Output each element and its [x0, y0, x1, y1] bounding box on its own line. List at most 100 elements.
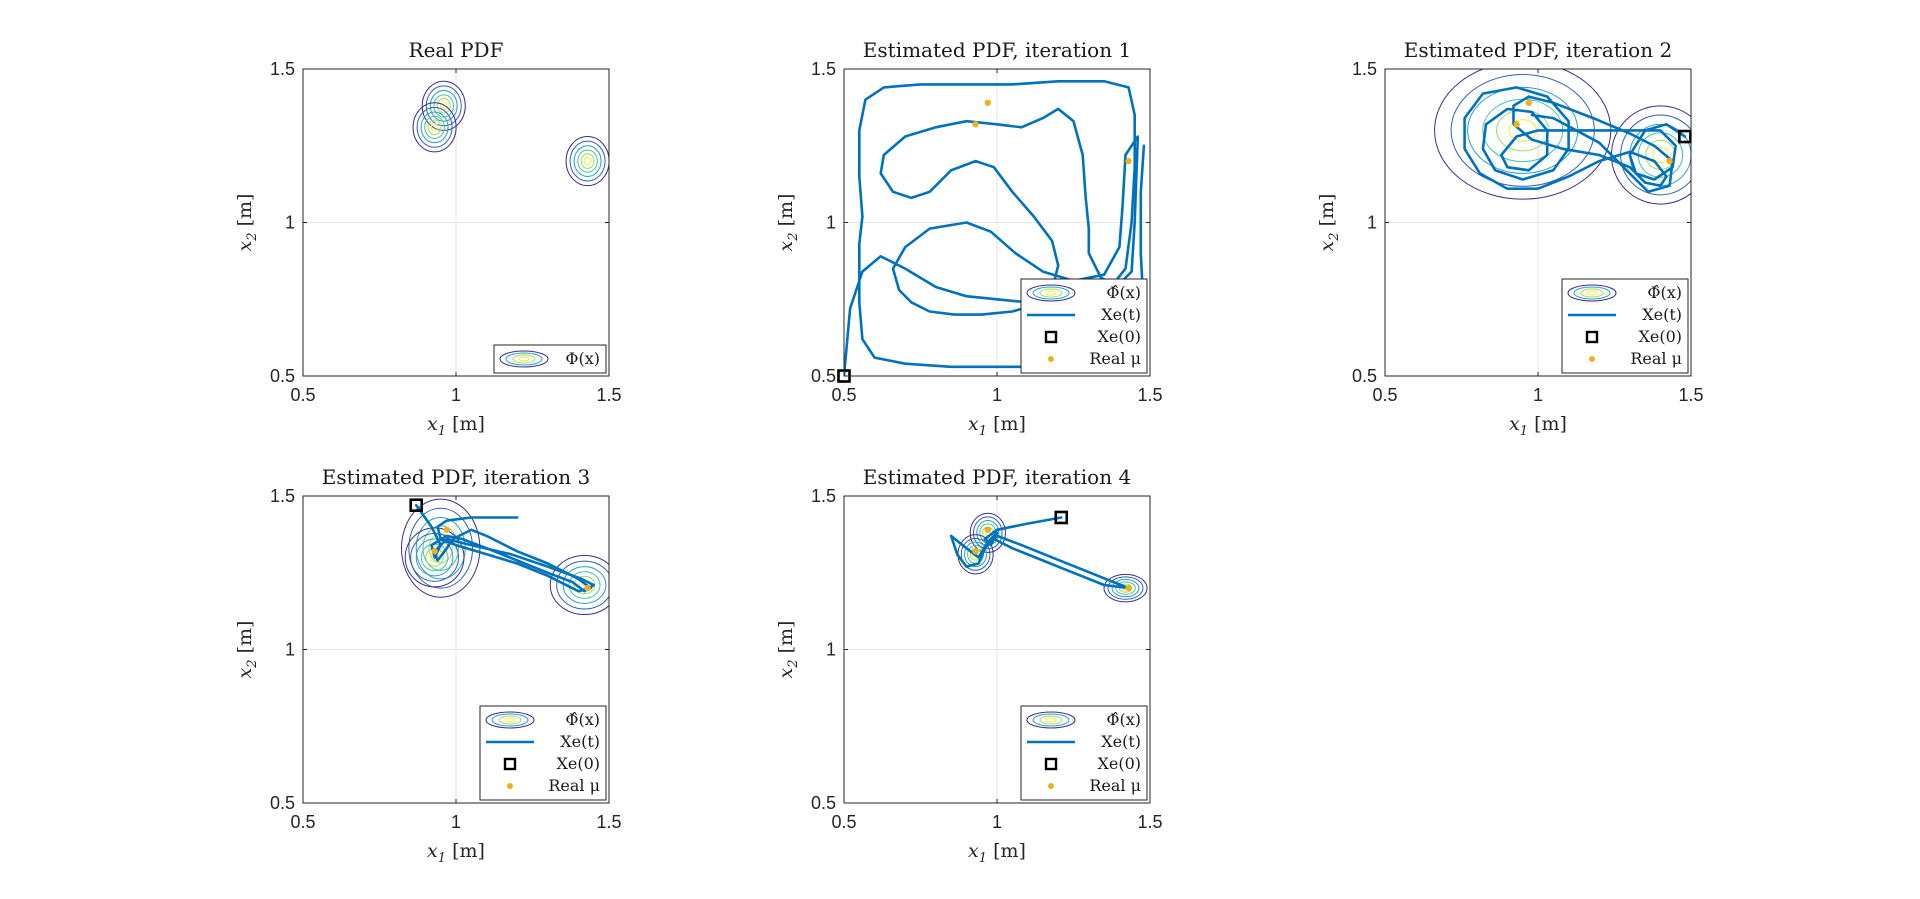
x-tick-label: 1.5 [596, 385, 621, 405]
x-tick-label: 1 [451, 385, 461, 405]
x-tick-label: 0.5 [290, 385, 315, 405]
panel-title: Estimated PDF, iteration 2 [1404, 38, 1672, 62]
contour-level [428, 533, 453, 564]
contour-level [583, 156, 592, 166]
real-mu-point [984, 526, 992, 533]
legend-contour-icon [1045, 717, 1057, 723]
x-axis-label: x1 [m] [968, 413, 1026, 439]
legend-label: Xe(0) [1638, 327, 1682, 346]
contour-level [429, 89, 458, 122]
legend-dot-icon [1589, 356, 1595, 362]
x-axis-label: x1 [m] [427, 840, 485, 866]
contour-level [580, 153, 595, 169]
contour-level [569, 140, 606, 182]
real-mu-point [1666, 157, 1673, 165]
y-tick-label: 0.5 [811, 366, 836, 386]
legend-label: Xe(0) [1097, 754, 1141, 773]
legend-contour-icon [499, 350, 549, 368]
trajectory-line [949, 516, 1130, 590]
legend-contour-icon [498, 715, 522, 725]
x-tick-label: 1 [992, 385, 1002, 405]
legend-label: Xe(t) [1642, 305, 1682, 324]
contour-gaussian-2 [412, 102, 457, 153]
y-tick-label: 1 [285, 213, 295, 233]
panel-3: 0.50.5 1 1 1.5 1.5 Estimated PDF, iteration 2… [1316, 38, 1704, 439]
legend-square-icon [1044, 757, 1058, 771]
legend-contour-icon [1573, 286, 1611, 300]
y-tick-label: 0.5 [811, 793, 836, 813]
legend-label: Φ(x) [565, 349, 600, 368]
trajectory-line [844, 80, 1146, 376]
contour-level [562, 566, 607, 604]
legend-label: Xe(0) [556, 754, 600, 773]
x-tick-label: 0.5 [1372, 385, 1397, 405]
real-mu-point [1125, 584, 1132, 592]
x-tick-label: 0.5 [831, 812, 856, 832]
legend-contour-icon [485, 711, 535, 729]
legend-label: Φ̂(x) [1106, 283, 1141, 302]
real-mu-point [1513, 121, 1520, 128]
legend-box [1020, 278, 1148, 374]
y-tick-label: 1 [285, 640, 295, 660]
contour-level [1107, 576, 1144, 600]
legend-label: Real μ [1089, 349, 1141, 368]
plot-area [412, 80, 609, 187]
contour-gaussian-3 [565, 136, 609, 187]
plot-area [401, 498, 609, 615]
contour-level [573, 145, 602, 177]
legend-contour-icon [1567, 284, 1617, 302]
legend-dot-icon [507, 783, 513, 789]
legend-label: Real μ [548, 776, 600, 795]
contour-level [577, 149, 598, 173]
x-tick-label: 0.5 [831, 385, 856, 405]
contour-level [565, 136, 609, 187]
x-axis-label: x1 [m] [1509, 413, 1567, 439]
legend-contour-icon [505, 352, 543, 366]
legend-label: Real μ [1089, 776, 1141, 795]
contour-gaussian-1 [421, 80, 466, 131]
legend-contour-icon [1039, 288, 1063, 298]
legend: Φ̂(x) Xe(t) Xe(0) Real μ [1020, 705, 1148, 801]
y-tick-label: 1 [826, 640, 836, 660]
panel-4: 0.50.5 1 1 1.5 1.5 Estimated PDF, iteration 3… [234, 465, 622, 866]
legend-label: Φ̂(x) [1647, 283, 1682, 302]
trajectory-line [1463, 86, 1687, 194]
legend-contour-icon [512, 354, 536, 364]
contour-level [549, 555, 609, 615]
legend-label: Real μ [1630, 349, 1682, 368]
real-mu-point [972, 121, 979, 128]
legend-box [1561, 278, 1689, 374]
legend-contour-icon [1039, 715, 1063, 725]
legend: Φ(x) [493, 344, 607, 374]
y-axis-label: x2 [m] [775, 621, 801, 679]
contour-level [430, 122, 439, 132]
legend-contour-icon [504, 717, 516, 723]
x-tick-label: 1 [1533, 385, 1543, 405]
contour-level [416, 106, 453, 148]
contour-level [415, 538, 454, 577]
real-mu-point [984, 99, 992, 106]
y-tick-label: 1.5 [811, 59, 836, 79]
panel-title: Estimated PDF, iteration 4 [863, 465, 1131, 489]
contour-level [1103, 573, 1148, 603]
x-tick-label: 1.5 [596, 812, 621, 832]
real-mu-point [1525, 99, 1533, 106]
legend: Φ̂(x) Xe(t) Xe(0) Real μ [479, 705, 607, 801]
y-tick-label: 1.5 [270, 486, 295, 506]
legend: Φ̂(x) Xe(t) Xe(0) Real μ [1020, 278, 1148, 374]
y-axis-label: x2 [m] [775, 194, 801, 252]
legend-square-icon [503, 757, 517, 771]
y-tick-label: 1 [1367, 213, 1377, 233]
legend-contour-icon [1032, 713, 1070, 727]
x-tick-label: 1 [992, 812, 1002, 832]
x-tick-label: 1 [451, 812, 461, 832]
panel-5: 0.50.5 1 1 1.5 1.5 Estimated PDF, iteration 4… [775, 465, 1163, 866]
trajectory-line [414, 503, 596, 593]
contour-level [964, 541, 988, 568]
real-mu-point [1125, 157, 1132, 165]
legend-contour-icon [491, 713, 529, 727]
y-tick-label: 0.5 [270, 793, 295, 813]
legend-label: Xe(t) [560, 732, 600, 751]
contour-level [960, 537, 991, 571]
